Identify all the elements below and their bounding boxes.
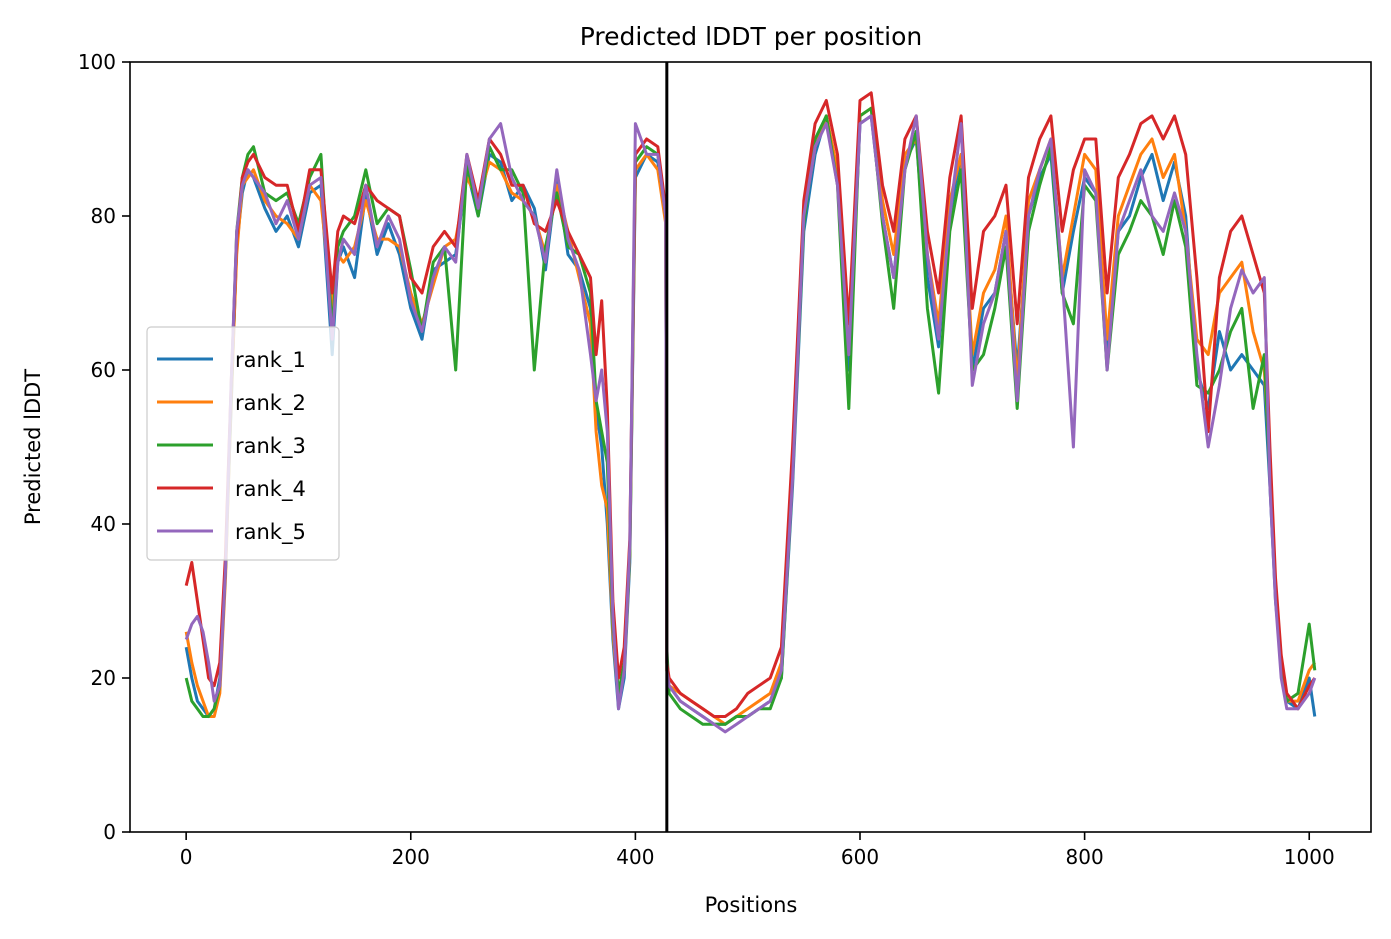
y-tick-label: 100 xyxy=(78,50,116,74)
x-tick-label: 200 xyxy=(392,845,430,869)
legend-label-rank_4: rank_4 xyxy=(235,477,306,502)
y-tick-label: 40 xyxy=(91,512,116,536)
y-axis: 0 20 40 60 80 100 xyxy=(78,50,130,844)
legend-label-rank_2: rank_2 xyxy=(235,391,306,416)
series-layer xyxy=(184,91,1317,734)
legend-box xyxy=(146,326,340,561)
x-tick-label: 800 xyxy=(1066,845,1104,869)
y-tick-label: 80 xyxy=(91,204,116,228)
y-axis-label: Predicted lDDT xyxy=(21,369,45,525)
legend-label-rank_3: rank_3 xyxy=(235,434,306,459)
legend: rank_1 rank_2 rank_3 rank_4 rank_5 xyxy=(146,326,340,561)
x-tick-label: 600 xyxy=(841,845,879,869)
x-axis-label: Positions xyxy=(705,893,798,917)
y-tick-label: 60 xyxy=(91,358,116,382)
legend-label-rank_1: rank_1 xyxy=(235,348,306,373)
plot-frame xyxy=(129,61,1372,833)
chart-title: Predicted lDDT per position xyxy=(580,22,922,51)
series-line-rank_5 xyxy=(184,114,1317,734)
x-tick-label: 1000 xyxy=(1284,845,1335,869)
x-axis: 0 200 400 600 800 1000 xyxy=(180,832,1335,869)
series-line-rank_4 xyxy=(184,91,1317,718)
y-tick-label: 0 xyxy=(103,820,116,844)
y-tick-label: 20 xyxy=(91,666,116,690)
x-tick-label: 400 xyxy=(616,845,654,869)
x-tick-label: 0 xyxy=(180,845,193,869)
legend-label-rank_5: rank_5 xyxy=(235,520,306,545)
